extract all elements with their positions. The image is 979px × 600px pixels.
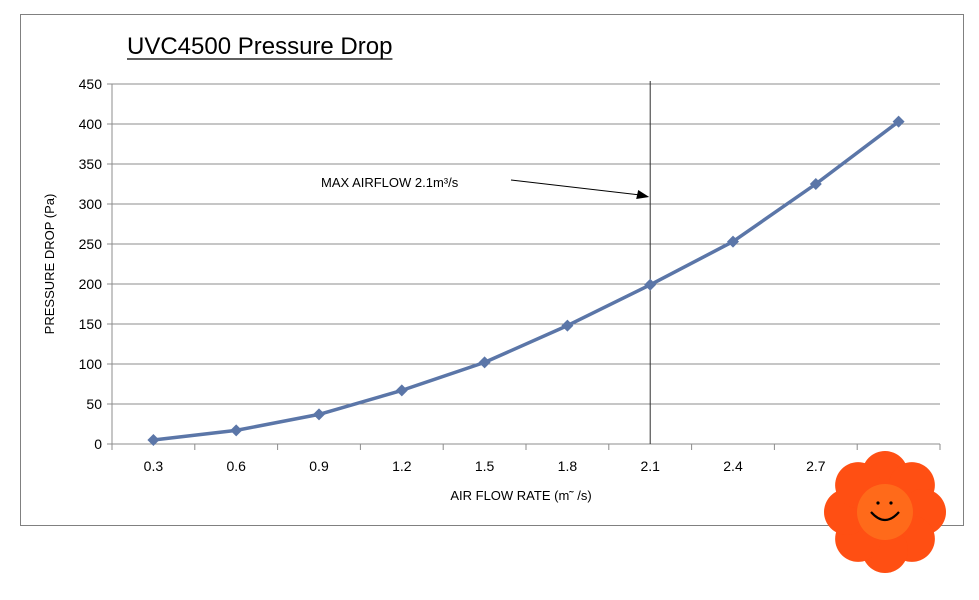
max-airflow-arrowhead [636,190,650,199]
max-airflow-label: MAX AIRFLOW 2.1m³/s [321,175,459,190]
y-tick-label: 300 [79,196,103,212]
x-tick-label: 0.3 [144,458,164,474]
x-tick-label: 0.9 [309,458,329,474]
y-tick-label: 150 [79,316,103,332]
data-point-marker [478,356,491,369]
flower-left-eye [876,501,880,505]
y-tick-label: 100 [79,356,103,372]
chart-svg: UVC4500 Pressure Drop MAX AIRFLOW 2.1m³/… [42,33,941,503]
smiling-flower-icon [824,451,946,573]
y-tick-label: 200 [79,276,103,292]
max-airflow-arrow-line [510,179,641,196]
x-tick-label: 2.7 [806,458,826,474]
y-axis-title: PRESSURE DROP (Pa) [42,194,57,335]
data-point-marker [313,408,325,421]
flower-center [857,484,913,540]
y-tick-label: 250 [79,236,103,252]
x-tick-label: 1.5 [475,458,495,474]
data-point-marker [892,115,905,128]
chart-frame: UVC4500 Pressure Drop MAX AIRFLOW 2.1m³/… [20,14,964,526]
data-point-marker [395,384,408,397]
label-layer: 0 50 100 150 200 250 300 350 400 450 0.3 0.6 0.9 1.2 1… [42,76,826,503]
annotation-layer: MAX AIRFLOW 2.1m³/s [321,81,651,444]
y-tick-label: 0 [94,436,102,452]
y-tick-label: 350 [79,156,103,172]
series-layer [147,115,905,446]
x-tick-label: 1.2 [392,458,412,474]
series-line [153,120,900,442]
data-point-marker [727,235,739,248]
axis-layer [111,84,941,450]
data-point-marker [561,319,574,332]
grid-layer [107,83,940,445]
data-point-marker [230,424,243,437]
y-tick-label: 400 [79,116,103,132]
chart-title: UVC4500 Pressure Drop [127,33,392,60]
x-tick-label: 2.1 [640,458,660,474]
data-point-marker [644,278,657,291]
x-axis-title: AIR FLOW RATE (m˜ /s) [450,488,591,503]
x-tick-label: 0.6 [226,458,246,474]
data-point-marker [809,178,822,190]
y-tick-label: 50 [86,396,102,412]
flower-smile [870,511,900,522]
x-tick-label: 2.4 [723,458,743,474]
y-tick-label: 450 [79,76,103,92]
flower-petals [824,451,946,573]
flower-right-eye [889,501,893,505]
x-tick-label: 1.8 [558,458,578,474]
data-point-marker [147,434,160,446]
